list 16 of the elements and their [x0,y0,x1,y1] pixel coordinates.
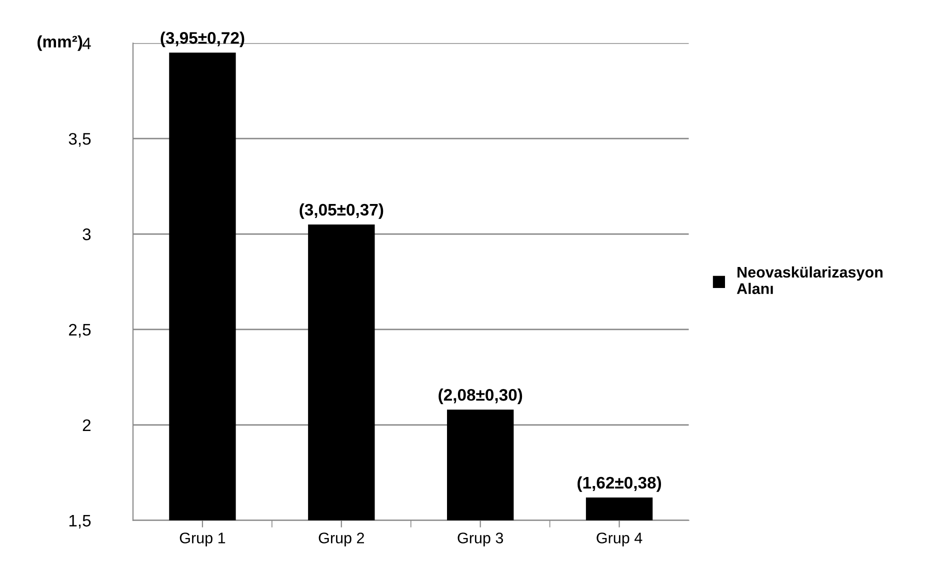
x-tick-label: Grup 3 [458,532,504,546]
y-tick-label: 2,5 [69,324,91,338]
data-label: (3,95±0,72) [160,32,244,48]
data-label: (1,62±0,38) [578,476,662,492]
x-tick-label: Grup 2 [318,532,364,546]
x-tick-label: Grup 1 [180,532,226,546]
y-tick-label: 2 [82,419,90,431]
legend-label: Neovaskülarizasyon Alanı [736,266,882,294]
data-label: (3,05±0,37) [300,203,384,219]
y-tick-label: 1,5 [69,514,91,529]
x-tick-label: Grup 4 [596,532,642,546]
y-tick-label: 4 [82,38,91,50]
y-axis-title: (mm²) [38,35,82,51]
y-tick-label: 3,5 [68,132,91,147]
y-tick-label: 3 [82,228,91,240]
data-label: (2,08±0,30) [438,388,522,404]
